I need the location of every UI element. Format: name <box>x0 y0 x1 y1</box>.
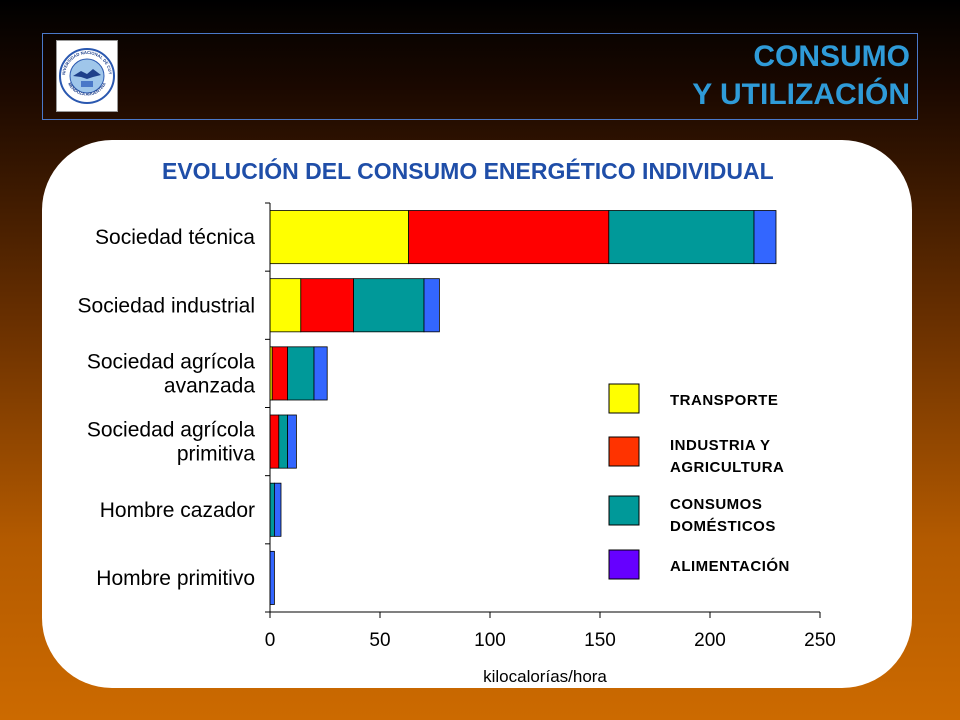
bar-4-series-4 <box>287 414 297 469</box>
category-label-line: Hombre primitivo <box>96 567 255 590</box>
university-logo: UNIVERSIDAD NACIONAL DE CUYO MENDOZA ARG… <box>55 37 118 112</box>
legend-swatch-4 <box>608 549 640 580</box>
bar-3-series-3 <box>287 346 315 401</box>
bar-1-series-4 <box>753 210 777 265</box>
category-label-line: Hombre cazador <box>100 499 255 522</box>
category-label-1: Sociedad técnica <box>95 226 255 249</box>
legend-label-line: AGRICULTURA <box>670 459 784 476</box>
bar-2-series-4 <box>423 278 440 333</box>
legend-label-line: CONSUMOS <box>670 496 762 513</box>
bar-6-series-4 <box>269 550 275 605</box>
legend-label-line: DOMÉSTICOS <box>670 518 776 535</box>
bar-1-series-3 <box>608 210 755 265</box>
category-label-line: Sociedad técnica <box>95 226 255 249</box>
x-tick-label-4: 150 <box>584 630 616 651</box>
bar-5-series-3 <box>269 482 275 537</box>
legend-label-2: INDUSTRIA Y AGRICULTURA <box>670 437 784 476</box>
category-label-4: Sociedad agrícola primitiva <box>87 419 255 466</box>
chart-title: EVOLUCIÓN DEL CONSUMO ENERGÉTICO INDIVID… <box>162 158 774 184</box>
legend-label-line: ALIMENTACIÓN <box>670 557 790 575</box>
x-tick-label-6: 250 <box>804 630 836 651</box>
legend-swatch-2 <box>608 436 640 467</box>
category-label-6: Hombre primitivo <box>96 567 255 590</box>
page-title-line1: CONSUMO <box>753 40 910 73</box>
category-label-line: Sociedad agrícola <box>87 350 255 373</box>
legend-swatch-3 <box>608 495 640 526</box>
x-tick-label-3: 100 <box>474 630 506 651</box>
category-label-line: primitiva <box>177 443 255 466</box>
category-label-line: Sociedad agrícola <box>87 419 255 442</box>
bar-2-series-3 <box>353 278 425 333</box>
bar-1-series-1 <box>269 210 410 265</box>
legend-label-3: CONSUMOS DOMÉSTICOS <box>670 496 776 535</box>
x-axis-label: kilocalorías/hora <box>483 667 607 686</box>
legend-label-4: ALIMENTACIÓN <box>670 557 790 575</box>
bar-2-series-1 <box>269 278 302 333</box>
x-tick-label-2: 50 <box>369 630 390 651</box>
category-label-line: Sociedad industrial <box>78 294 255 317</box>
legend-label-line: INDUSTRIA Y <box>670 437 771 454</box>
university-seal-icon: UNIVERSIDAD NACIONAL DE CUYO MENDOZA ARG… <box>55 37 115 104</box>
category-label-3: Sociedad agrícola avanzada <box>87 350 255 397</box>
page-title: CONSUMO Y UTILIZACIÓN <box>692 38 910 114</box>
bar-3-series-4 <box>313 346 328 401</box>
bar-2-series-2 <box>300 278 354 333</box>
bar-3-series-2 <box>271 346 289 401</box>
legend-swatch-1 <box>608 383 640 414</box>
header-frame <box>42 33 918 120</box>
legend-label-1: TRANSPORTE <box>670 392 778 409</box>
x-tick-label-1: 0 <box>265 630 276 651</box>
bar-1-series-2 <box>408 210 610 265</box>
category-label-5: Hombre cazador <box>100 499 255 522</box>
bar-4-series-2 <box>269 414 280 469</box>
bar-5-series-4 <box>273 482 282 537</box>
legend-label-line: TRANSPORTE <box>670 392 778 409</box>
page-title-line2: Y UTILIZACIÓN <box>692 78 910 111</box>
x-tick-label-5: 200 <box>694 630 726 651</box>
bar-4-series-3 <box>278 414 288 469</box>
category-label-2: Sociedad industrial <box>78 294 255 317</box>
category-label-line: avanzada <box>164 374 255 397</box>
